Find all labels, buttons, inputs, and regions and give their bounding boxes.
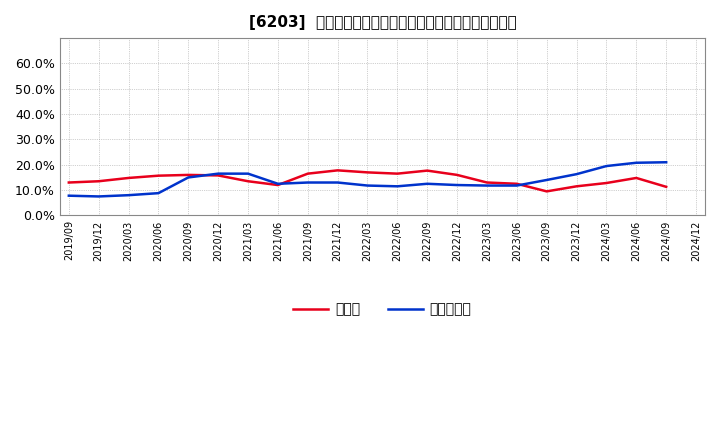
有利子負債	[333, 180, 342, 185]
有利子負債	[513, 183, 521, 188]
有利子負債	[243, 171, 252, 176]
現頣金	[513, 181, 521, 187]
有利子負債	[393, 183, 402, 189]
有利子負債	[94, 194, 103, 199]
現頣金	[333, 168, 342, 173]
有利子負債	[572, 172, 581, 177]
有利子負債	[632, 160, 641, 165]
現頣金	[65, 180, 73, 185]
有利子負債	[542, 177, 551, 183]
Title: [6203]  現頣金、有利子負債の総資産に対する比率の推移: [6203] 現頣金、有利子負債の総資産に対する比率の推移	[248, 15, 516, 30]
有利子負債	[363, 183, 372, 188]
有利子負債	[423, 181, 431, 187]
有利子負債	[154, 191, 163, 196]
有利子負債	[482, 183, 491, 188]
有利子負債	[602, 163, 611, 169]
現頣金	[363, 170, 372, 175]
有利子負債	[125, 193, 133, 198]
現頣金	[154, 173, 163, 178]
現頣金	[184, 172, 193, 178]
現頣金	[482, 180, 491, 185]
Legend: 現頣金, 有利子負債: 現頣金, 有利子負債	[288, 297, 477, 322]
現頣金	[602, 180, 611, 186]
現頣金	[632, 175, 641, 180]
現頣金	[423, 168, 431, 173]
有利子負債	[453, 183, 462, 188]
現頣金	[542, 189, 551, 194]
有利子負債	[214, 171, 222, 176]
現頣金	[393, 171, 402, 176]
現頣金	[453, 172, 462, 178]
現頣金	[243, 179, 252, 184]
有利子負債	[65, 193, 73, 198]
現頣金	[572, 183, 581, 189]
現頣金	[274, 183, 282, 188]
現頣金	[125, 175, 133, 180]
現頣金	[662, 184, 670, 190]
現頣金	[94, 179, 103, 184]
有利子負債	[303, 180, 312, 185]
Line: 有利子負債: 有利子負債	[69, 162, 666, 196]
現頣金	[303, 171, 312, 176]
Line: 現頣金: 現頣金	[69, 170, 666, 191]
有利子負債	[184, 175, 193, 180]
有利子負債	[662, 160, 670, 165]
有利子負債	[274, 181, 282, 187]
現頣金	[214, 173, 222, 178]
